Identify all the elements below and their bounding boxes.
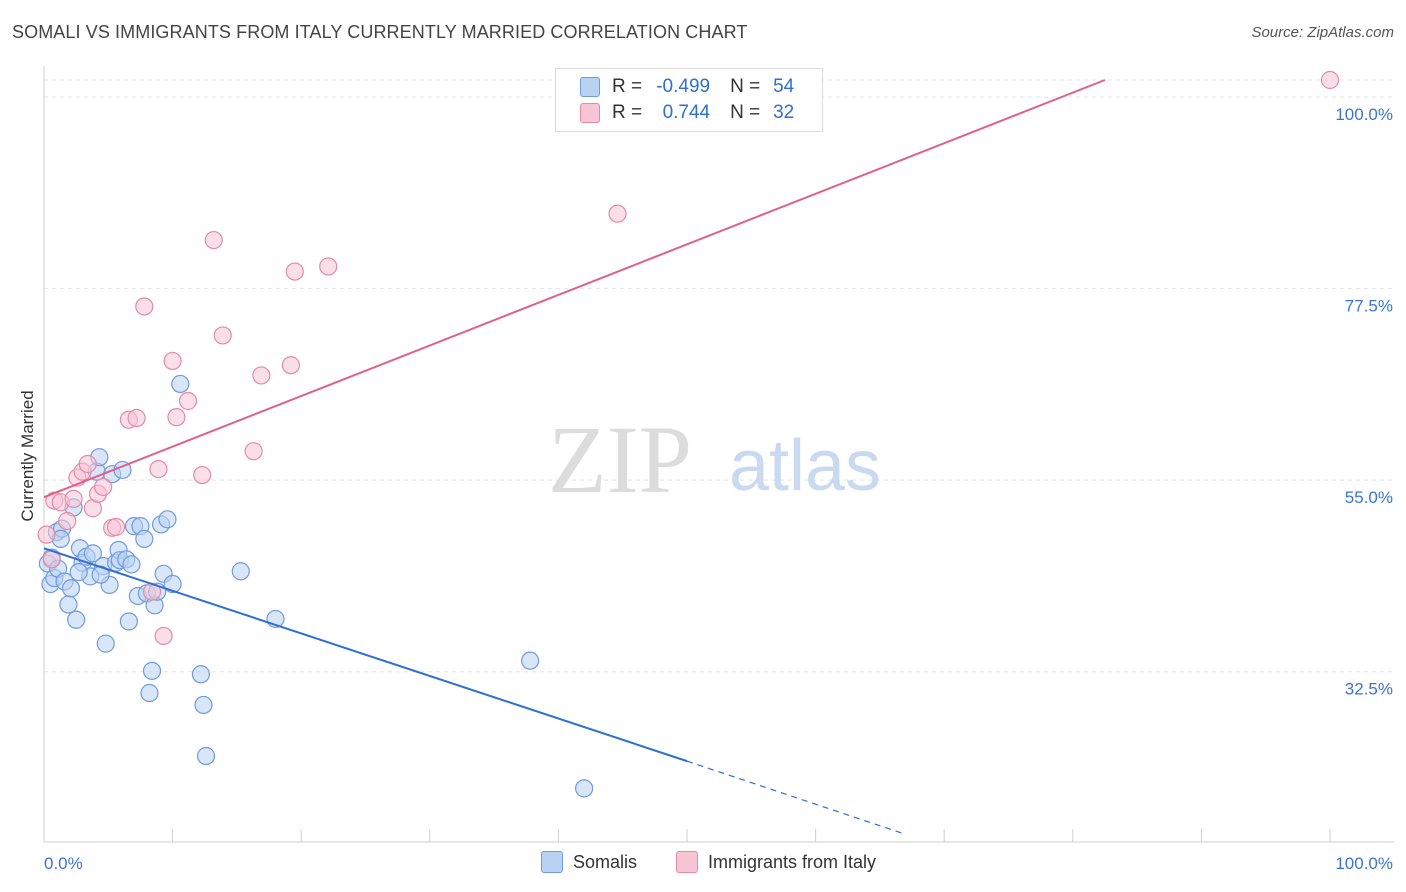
italy-point: [64, 489, 83, 508]
x-tick-label: 100.0%: [1335, 854, 1393, 873]
italy-point: [319, 257, 338, 276]
somalis-point: [69, 563, 88, 582]
italy-n-value: 32: [773, 102, 795, 123]
watermark-atlas: atlas: [729, 426, 881, 506]
somalis-point: [231, 562, 250, 581]
somalis-point: [83, 544, 102, 563]
italy-r-value: 0.744: [662, 102, 711, 123]
somalis-point: [142, 661, 162, 680]
italy-trend-line: [43, 79, 1106, 499]
tick-labels: 32.5% 55.0% 77.5% 100.0% 0.0% 100.0%: [44, 105, 1393, 873]
somalis-point: [59, 595, 78, 614]
axes: [43, 66, 1394, 843]
somalis-point: [191, 665, 210, 684]
legend-row-somalis: R = -0.499 N = 54: [580, 74, 794, 100]
italy-point: [252, 366, 271, 385]
somalis-point: [196, 746, 216, 766]
legend-n-label: N =: [730, 76, 761, 97]
somalis-n-value: 54: [773, 76, 795, 97]
italy-point: [281, 356, 301, 375]
italy-point: [178, 391, 198, 411]
italy-point: [154, 626, 173, 646]
watermark: ZIP atlas: [548, 406, 881, 513]
somalis-point: [122, 555, 141, 574]
y-tick-label: 32.5%: [1345, 680, 1393, 699]
stats-legend: R = -0.499 N = 54 R = 0.744 N = 32: [555, 68, 823, 132]
italy-point: [1320, 70, 1340, 90]
legend-r-label: R =: [612, 76, 643, 97]
y-tick-label: 100.0%: [1335, 105, 1393, 124]
italy-legend-label: Immigrants from Italy: [708, 851, 877, 872]
italy-point: [167, 408, 186, 427]
italy-point: [244, 442, 263, 461]
italy-point: [78, 454, 97, 474]
somalis-points: [38, 374, 594, 798]
somalis-r-value: -0.499: [656, 76, 711, 97]
somalis-point: [163, 574, 182, 594]
somalis-point: [135, 529, 154, 549]
somalis-point: [171, 374, 190, 394]
italy-legend-swatch: [676, 851, 698, 873]
bottom-legend-italy: Immigrants from Italy: [676, 851, 876, 873]
somalis-trend-line: [43, 547, 688, 763]
somalis-point: [140, 683, 159, 703]
somalis-point: [119, 612, 138, 631]
somalis-point: [67, 610, 86, 629]
italy-point: [163, 351, 182, 371]
italy-point: [94, 477, 113, 497]
legend-r-label: R =: [612, 102, 643, 123]
somalis-point: [575, 779, 594, 798]
chart-title: SOMALI VS IMMIGRANTS FROM ITALY CURRENTL…: [12, 22, 748, 42]
somalis-legend-swatch: [541, 851, 563, 873]
x-tick-label: 0.0%: [44, 854, 83, 873]
italy-point: [213, 326, 232, 345]
legend-n-label: N =: [730, 102, 761, 123]
italy-point: [127, 408, 146, 428]
somalis-legend-label: Somalis: [573, 851, 638, 872]
italy-point: [106, 517, 126, 537]
y-tick-label: 55.0%: [1345, 488, 1393, 507]
somalis-point: [158, 510, 177, 529]
italy-swatch: [580, 103, 600, 123]
grid-lines: [44, 79, 1394, 673]
somalis-point: [521, 651, 540, 670]
italy-point: [285, 262, 304, 281]
watermark-zip: ZIP: [548, 406, 692, 513]
italy-point: [135, 297, 154, 316]
italy-point: [37, 525, 56, 544]
italy-point: [149, 459, 168, 479]
somalis-point: [96, 634, 115, 653]
bottom-legend-somalis: Somalis: [541, 851, 637, 873]
italy-point: [193, 465, 212, 485]
trend-lines: [43, 79, 1106, 835]
somalis-point: [194, 695, 213, 715]
legend-row-italy: R = 0.744 N = 32: [580, 100, 794, 126]
italy-point: [204, 230, 223, 250]
italy-point: [608, 204, 627, 223]
source-credit: Source: ZipAtlas.com: [1251, 24, 1394, 41]
somalis-trend-extension: [686, 760, 906, 835]
italy-points: [37, 70, 1340, 646]
italy-point: [58, 511, 77, 531]
somalis-point: [61, 579, 81, 598]
y-tick-label: 77.5%: [1345, 297, 1393, 316]
somalis-swatch: [580, 77, 600, 97]
